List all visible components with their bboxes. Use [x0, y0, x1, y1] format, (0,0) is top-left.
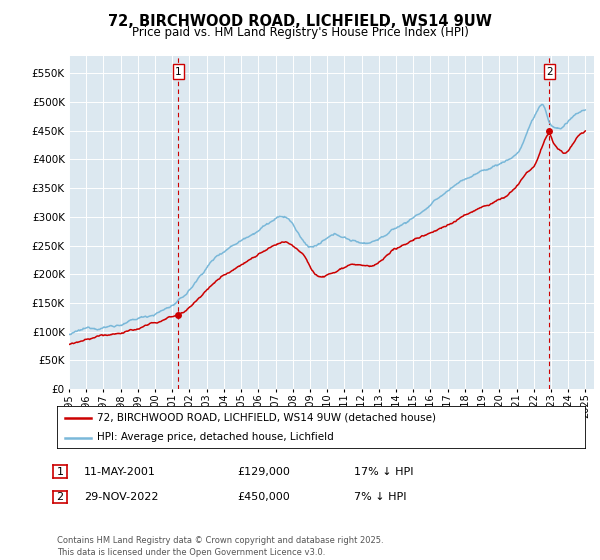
Text: 17% ↓ HPI: 17% ↓ HPI — [354, 466, 413, 477]
Text: 72, BIRCHWOOD ROAD, LICHFIELD, WS14 9UW: 72, BIRCHWOOD ROAD, LICHFIELD, WS14 9UW — [108, 14, 492, 29]
Text: 29-NOV-2022: 29-NOV-2022 — [84, 492, 158, 502]
Text: Price paid vs. HM Land Registry's House Price Index (HPI): Price paid vs. HM Land Registry's House … — [131, 26, 469, 39]
Text: 72, BIRCHWOOD ROAD, LICHFIELD, WS14 9UW (detached house): 72, BIRCHWOOD ROAD, LICHFIELD, WS14 9UW … — [97, 413, 436, 423]
Text: 2: 2 — [56, 492, 64, 502]
Text: 7% ↓ HPI: 7% ↓ HPI — [354, 492, 407, 502]
Text: £450,000: £450,000 — [237, 492, 290, 502]
Text: 1: 1 — [56, 466, 64, 477]
Text: 2: 2 — [546, 67, 553, 77]
Text: HPI: Average price, detached house, Lichfield: HPI: Average price, detached house, Lich… — [97, 432, 334, 442]
Text: 11-MAY-2001: 11-MAY-2001 — [84, 466, 156, 477]
Text: 1: 1 — [175, 67, 182, 77]
Text: £129,000: £129,000 — [237, 466, 290, 477]
Text: Contains HM Land Registry data © Crown copyright and database right 2025.
This d: Contains HM Land Registry data © Crown c… — [57, 536, 383, 557]
